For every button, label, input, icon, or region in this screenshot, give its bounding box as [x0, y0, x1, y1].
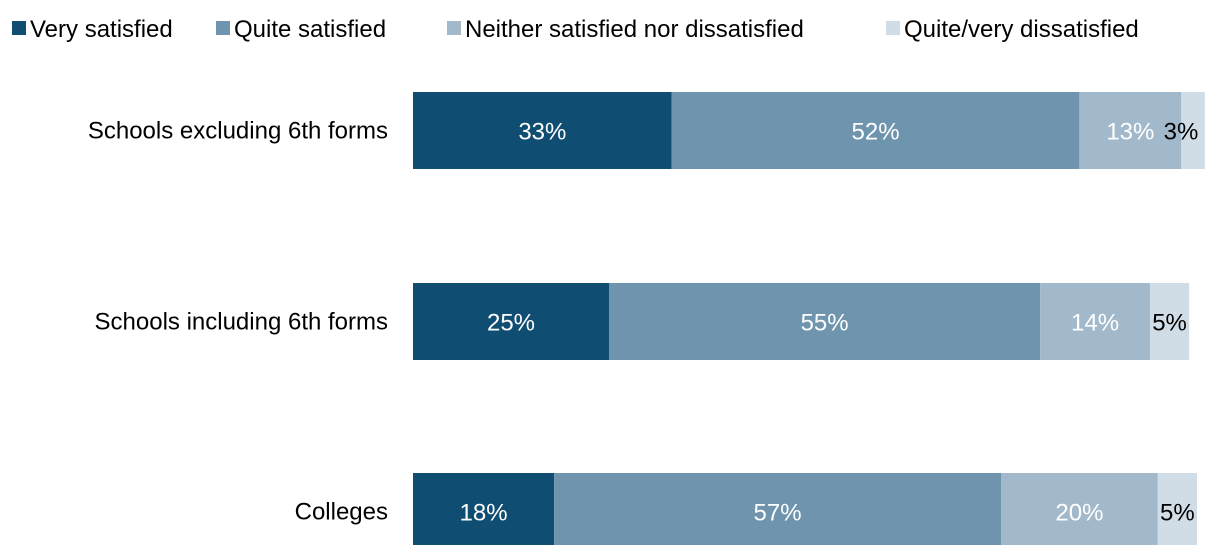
data-label: 57% — [754, 500, 802, 527]
legend-item-quite-very-dissatisfied: Quite/very dissatisfied — [886, 16, 1139, 43]
category-label: Schools including 6th forms — [95, 309, 388, 336]
bar-segment-neither-satisfied-nor-dissatisfied — [1040, 283, 1150, 360]
legend-item-neither-satisfied-nor-dissatisfied: Neither satisfied nor dissatisfied — [447, 16, 804, 43]
data-label: 52% — [852, 119, 900, 146]
legend-item-quite-satisfied: Quite satisfied — [216, 16, 386, 43]
data-label: 5% — [1160, 500, 1195, 527]
legend-swatch — [886, 21, 900, 35]
data-label: 3% — [1164, 119, 1199, 146]
bar-segment-very-satisfied — [413, 92, 672, 169]
bar-segment-quite-satisfied — [671, 92, 1080, 169]
bar-segment-quite-very-dissatisfied — [1149, 283, 1190, 360]
legend-label: Quite satisfied — [234, 16, 386, 43]
legend: Very satisfied Quite satisfied Neither sat… — [12, 16, 1139, 43]
bar-segment-neither-satisfied-nor-dissatisfied — [1079, 92, 1182, 169]
bar-segment-very-satisfied — [413, 283, 609, 360]
category-label: Schools excluding 6th forms — [88, 118, 388, 145]
bar-segment-quite-satisfied — [554, 473, 1001, 545]
category-label: Colleges — [295, 499, 388, 526]
data-label: 20% — [1055, 500, 1103, 527]
data-label: 25% — [487, 310, 535, 337]
legend-label: Neither satisfied nor dissatisfied — [465, 16, 804, 43]
data-label: 5% — [1152, 310, 1187, 337]
data-label: 14% — [1071, 310, 1119, 337]
data-label: 13% — [1106, 119, 1154, 146]
legend-label: Very satisfied — [30, 16, 173, 43]
legend-item-very-satisfied: Very satisfied — [12, 16, 173, 43]
legend-swatch — [447, 21, 461, 35]
data-label: 55% — [801, 310, 849, 337]
bar-segment-quite-very-dissatisfied — [1181, 92, 1205, 169]
category-labels: Schools excluding 6th forms Schools inclu… — [88, 118, 388, 526]
bar-segment-quite-very-dissatisfied — [1157, 473, 1197, 545]
data-label: 18% — [460, 500, 508, 527]
bar-segment-neither-satisfied-nor-dissatisfied — [1001, 473, 1158, 545]
data-labels: 33% 52% 13% 3% 25% 55% 14% 5% 18% 57% 20% 5% — [460, 119, 1199, 527]
data-label: 33% — [518, 119, 566, 146]
bar-segment-quite-satisfied — [609, 283, 1041, 360]
bars — [413, 92, 1205, 545]
legend-swatch — [216, 21, 230, 35]
bar-segment-very-satisfied — [413, 473, 555, 545]
legend-swatch — [12, 21, 26, 35]
legend-label: Quite/very dissatisfied — [904, 16, 1139, 43]
